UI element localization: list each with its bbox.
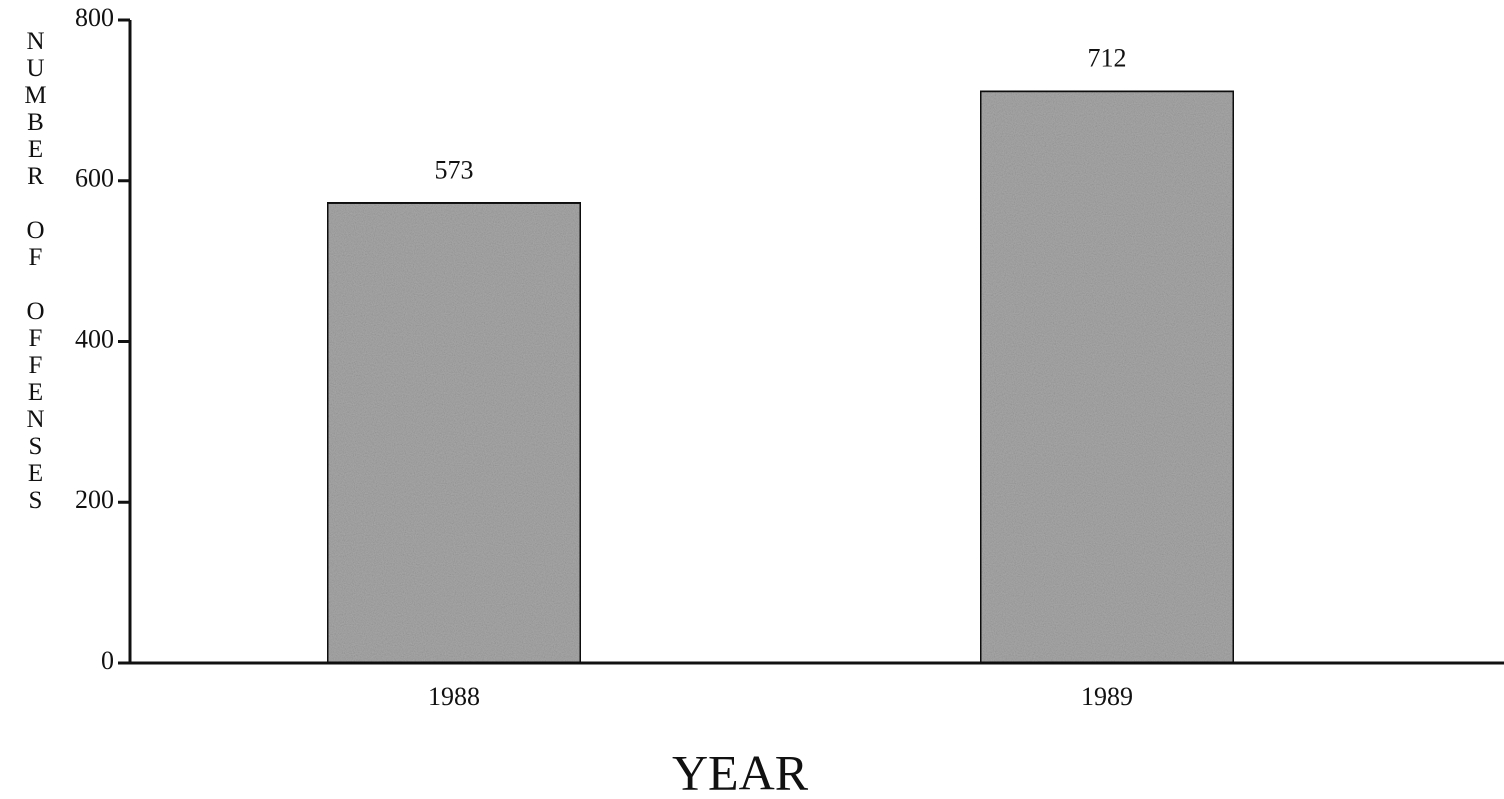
data-label: 712 [1088,44,1127,73]
y-tick-label: 800 [75,3,114,32]
y-tick-label: 400 [75,324,114,353]
y-axis-label: NUMBER OF OFFENSES [22,28,49,514]
bar [325,200,583,665]
x-axis-label: YEAR [672,744,809,799]
y-tick-label: 600 [75,164,114,193]
y-tick-label: 200 [75,485,114,514]
x-tick-label: 1988 [428,682,480,711]
x-tick-label: 1989 [1081,682,1133,711]
y-tick-label: 0 [101,646,114,675]
bar [978,89,1236,665]
data-label: 573 [435,155,474,184]
